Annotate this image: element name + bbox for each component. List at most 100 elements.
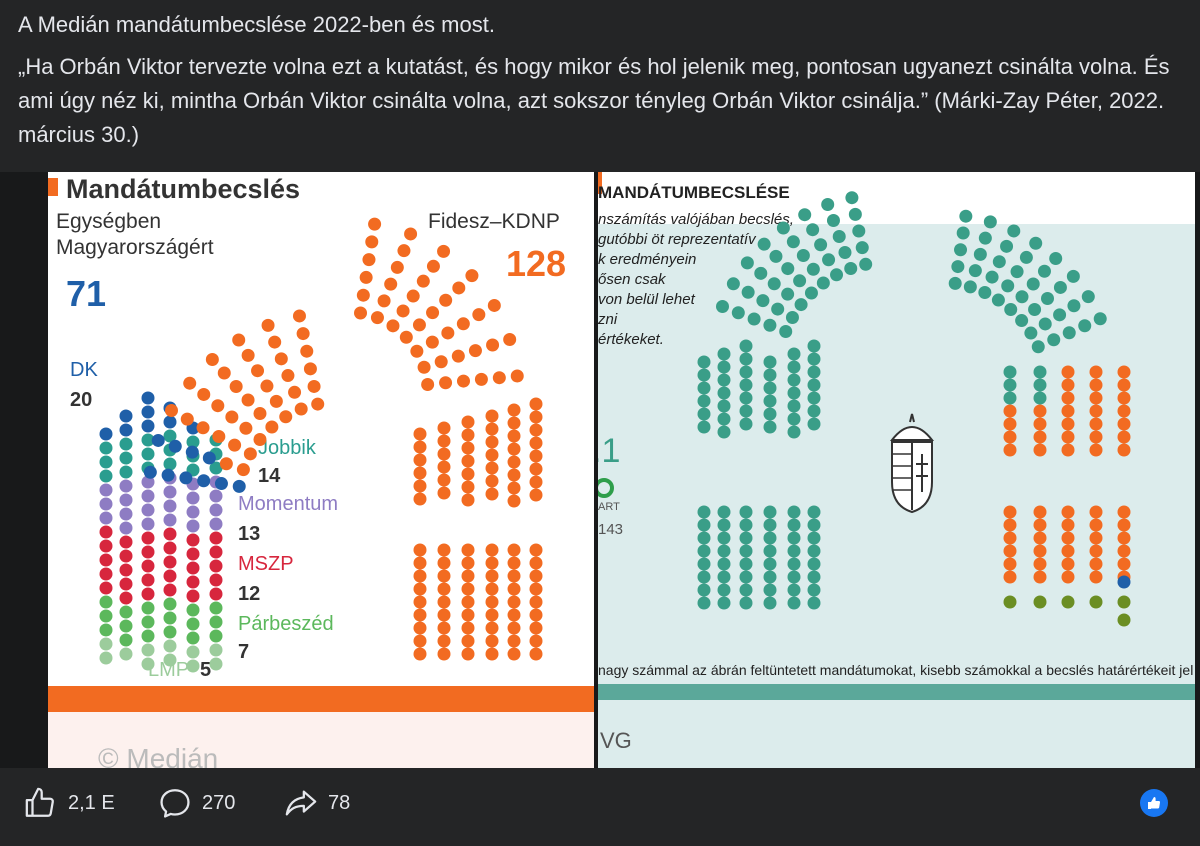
seat-dot — [163, 653, 177, 667]
like-button[interactable]: 2,1 E — [24, 786, 115, 820]
vg-seat-dot — [1003, 518, 1017, 532]
vg-band — [598, 684, 1195, 700]
vg-seat-dot — [697, 531, 711, 545]
seat-dot — [99, 511, 113, 525]
like-reaction-icon[interactable] — [1139, 788, 1169, 818]
seat-dot — [163, 555, 177, 569]
vg-seat-dot — [807, 557, 821, 571]
seat-dot — [141, 601, 155, 615]
seat-dot — [163, 541, 177, 555]
seat-dot — [529, 543, 543, 557]
vg-seat-dot — [1001, 279, 1015, 293]
fidesz-label: Fidesz–KDNP — [428, 210, 560, 233]
comment-button[interactable]: 270 — [158, 786, 235, 820]
seat-dot — [485, 634, 499, 648]
vg-seat-dot — [763, 570, 777, 584]
vg-seat-dot — [1003, 544, 1017, 558]
seat-dot — [417, 360, 431, 374]
vg-seat-dot — [1024, 326, 1038, 340]
vg-seat-dot — [1007, 224, 1021, 238]
vg-seat-dot — [1089, 595, 1103, 609]
vg-seat-dot — [697, 570, 711, 584]
vg-seat-dot — [1117, 505, 1131, 519]
seat-dot — [141, 391, 155, 405]
seat-dot — [485, 474, 499, 488]
seat-dot — [300, 344, 314, 358]
vg-seat-dot — [1117, 531, 1131, 545]
seat-dot — [253, 432, 267, 446]
seat-dot — [507, 455, 521, 469]
vg-note-line: zni — [598, 311, 618, 328]
vg-seat-dot — [796, 249, 810, 263]
vg-seat-dot — [1053, 308, 1067, 322]
vg-footnote: nagy számmal az ábrán feltüntetett mandá… — [598, 662, 1193, 678]
vg-seat-dot — [1117, 378, 1131, 392]
share-button[interactable]: 78 — [284, 786, 350, 820]
seat-dot — [185, 445, 199, 459]
vg-seat-dot — [855, 241, 869, 255]
seat-dot — [377, 294, 391, 308]
seat-dot — [456, 374, 470, 388]
seat-dot — [141, 405, 155, 419]
seat-dot — [461, 647, 475, 661]
seat-dot — [211, 399, 225, 413]
seat-dot — [209, 587, 223, 601]
seat-dot — [229, 379, 243, 393]
party-name-dk: DK — [70, 359, 98, 381]
vg-seat-dot — [807, 583, 821, 597]
seat-dot — [186, 589, 200, 603]
seat-dot — [163, 499, 177, 513]
vg-seat-dot — [1067, 299, 1081, 313]
vg-seat-dot — [763, 355, 777, 369]
vg-seat-dot — [697, 544, 711, 558]
vg-seat-dot — [807, 378, 821, 392]
vg-seat-dot — [1033, 365, 1047, 379]
vg-seat-dot — [763, 381, 777, 395]
vg-seat-dot — [1003, 531, 1017, 545]
vg-seat-dot — [779, 325, 793, 339]
vg-seat-dot — [1019, 250, 1033, 264]
seat-dot — [186, 505, 200, 519]
vg-seat-dot — [1061, 443, 1075, 457]
seat-dot — [451, 349, 465, 363]
seat-dot — [163, 527, 177, 541]
seat-dot — [119, 521, 133, 535]
vg-seat-dot — [763, 394, 777, 408]
seat-dot — [186, 631, 200, 645]
vg-seat-dot — [963, 280, 977, 294]
seat-dot — [413, 595, 427, 609]
seat-dot — [529, 423, 543, 437]
seat-dot — [180, 412, 194, 426]
comment-icon — [160, 789, 190, 818]
seat-dot — [365, 235, 379, 249]
seat-dot — [99, 637, 113, 651]
vg-seat-dots — [697, 191, 1131, 627]
vg-source: VG — [600, 728, 632, 753]
seat-dot — [413, 492, 427, 506]
vg-seat-dot — [826, 214, 840, 228]
seat-dot — [99, 539, 113, 553]
seat-dot — [294, 402, 308, 416]
seat-dot — [413, 582, 427, 596]
seat-dot — [119, 605, 133, 619]
seat-dot — [197, 474, 211, 488]
vg-seat-dot — [1089, 404, 1103, 418]
seat-dot — [434, 355, 448, 369]
vg-seat-dot — [807, 531, 821, 545]
vg-seat-dot — [1061, 505, 1075, 519]
seat-dot — [456, 317, 470, 331]
median-source: © Medián — [98, 743, 218, 768]
seat-dot — [296, 327, 310, 341]
seat-dot — [265, 420, 279, 434]
seat-dot — [163, 513, 177, 527]
vg-seat-dot — [717, 557, 731, 571]
vg-seat-dot — [717, 570, 731, 584]
seat-dot — [119, 619, 133, 633]
post-image[interactable]: Mandátumbecslés Egységben Magyarországér… — [0, 172, 1200, 768]
vg-seat-dot — [1089, 531, 1103, 545]
vg-seat-dot — [1010, 265, 1024, 279]
seat-dot — [241, 393, 255, 407]
vg-heading-marker — [598, 172, 602, 194]
vg-seat-dot — [739, 339, 753, 353]
seat-dot — [529, 488, 543, 502]
